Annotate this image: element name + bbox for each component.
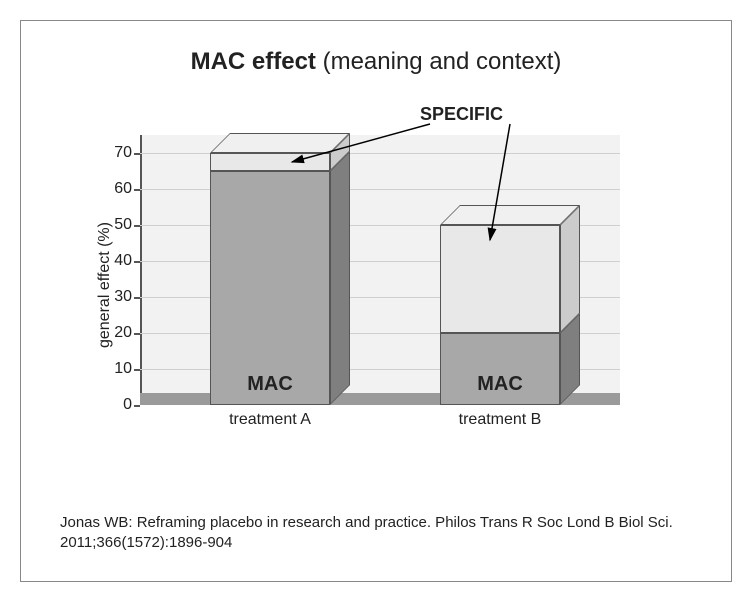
specific-label: SPECIFIC bbox=[420, 104, 503, 125]
title-rest: (meaning and context) bbox=[316, 48, 561, 75]
bar-side-mac bbox=[330, 151, 350, 405]
mac-label: MAC bbox=[211, 373, 329, 396]
y-tick bbox=[134, 369, 140, 371]
bar-treatment-B: MAC bbox=[440, 225, 560, 405]
y-tick-label: 30 bbox=[114, 288, 132, 306]
y-tick-label: 40 bbox=[114, 252, 132, 270]
bar-segment-mac: MAC bbox=[440, 333, 560, 405]
y-tick-label: 50 bbox=[114, 216, 132, 234]
y-axis-label: general effect (%) bbox=[96, 222, 114, 348]
page: MAC effect (meaning and context) SPECIFI… bbox=[0, 0, 752, 602]
y-tick bbox=[134, 189, 140, 191]
bar-segment-mac: MAC bbox=[210, 171, 330, 405]
bar-segment-specific bbox=[440, 225, 560, 333]
y-tick bbox=[134, 297, 140, 299]
bar-side-specific bbox=[560, 205, 580, 333]
y-axis bbox=[140, 135, 142, 405]
mac-label: MAC bbox=[441, 373, 559, 396]
chart-title: MAC effect (meaning and context) bbox=[0, 48, 752, 76]
bar-top bbox=[440, 205, 580, 225]
category-label: treatment B bbox=[459, 411, 542, 429]
bar-top bbox=[210, 133, 350, 153]
citation: Jonas WB: Reframing placebo in research … bbox=[60, 513, 690, 552]
category-label: treatment A bbox=[229, 411, 311, 429]
bar-segment-specific bbox=[210, 153, 330, 171]
y-tick-label: 20 bbox=[114, 324, 132, 342]
y-tick-label: 60 bbox=[114, 180, 132, 198]
y-tick bbox=[134, 261, 140, 263]
y-tick-label: 70 bbox=[114, 144, 132, 162]
chart: general effect (%) 010203040506070MACtre… bbox=[90, 135, 650, 435]
y-tick-label: 0 bbox=[123, 396, 132, 414]
bar-treatment-A: MAC bbox=[210, 153, 330, 405]
title-bold: MAC effect bbox=[191, 48, 316, 75]
plot-area: 010203040506070MACtreatment AMACtreatmen… bbox=[140, 135, 620, 405]
y-tick bbox=[134, 405, 140, 407]
y-tick bbox=[134, 153, 140, 155]
y-tick-label: 10 bbox=[114, 360, 132, 378]
y-tick bbox=[134, 225, 140, 227]
y-tick bbox=[134, 333, 140, 335]
